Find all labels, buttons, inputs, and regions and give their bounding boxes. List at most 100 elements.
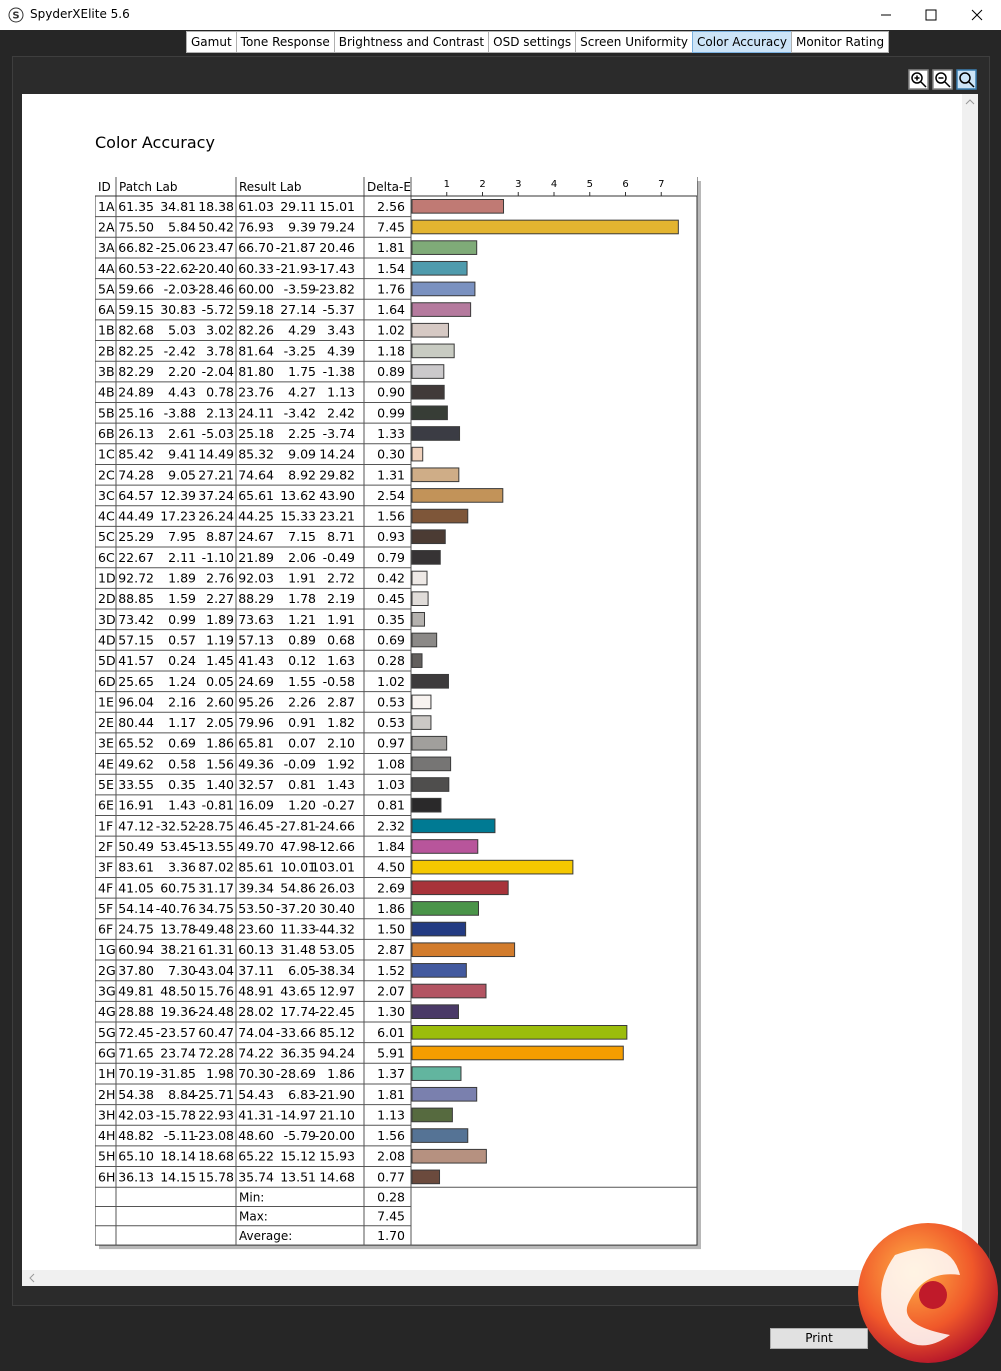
delta-e-value: 0.90 <box>377 385 405 400</box>
lab-value: 25.29 <box>118 529 154 544</box>
lab-value: 47.98 <box>280 839 316 854</box>
delta-e-bar <box>411 1066 462 1081</box>
lab-value: 6.05 <box>288 963 316 978</box>
delta-e-value: 1.02 <box>377 323 405 338</box>
lab-value: 59.18 <box>238 302 274 317</box>
row-id: 1C <box>98 447 115 462</box>
lab-value: 2.27 <box>206 591 234 606</box>
lab-value: 71.65 <box>118 1045 154 1060</box>
lab-value: 21.89 <box>238 550 274 565</box>
tab[interactable]: Color Accuracy <box>692 31 792 53</box>
row-id: 2F <box>98 839 113 854</box>
horizontal-scrollbar[interactable] <box>22 1270 978 1286</box>
tab[interactable]: Monitor Rating <box>790 31 890 53</box>
print-button[interactable]: Print <box>770 1328 868 1349</box>
lab-value: 59.15 <box>118 302 154 317</box>
lab-value: 2.72 <box>327 571 355 586</box>
lab-value: 24.11 <box>238 405 274 420</box>
lab-value: 73.42 <box>118 612 154 627</box>
row-id: 3D <box>98 612 116 627</box>
lab-value: -2.04 <box>202 364 234 379</box>
lab-value: 41.43 <box>238 653 274 668</box>
delta-e-bar <box>411 364 445 379</box>
vertical-scrollbar[interactable] <box>962 94 978 1270</box>
delta-e-bar <box>411 735 448 751</box>
row-id: 4A <box>98 261 115 276</box>
tab[interactable]: Screen Uniformity <box>575 31 694 53</box>
lab-value: 1.91 <box>288 571 316 586</box>
lab-value: 4.29 <box>288 323 316 338</box>
lab-value: 17.23 <box>160 509 196 524</box>
lab-value: 50.49 <box>118 839 154 854</box>
lab-value: -13.55 <box>194 839 234 854</box>
delta-e-value: 0.69 <box>377 632 405 647</box>
delta-e-bar <box>411 281 476 297</box>
app-icon: S <box>8 7 24 23</box>
lab-value: 2.87 <box>327 694 355 709</box>
row-id: 3A <box>98 240 115 255</box>
lab-value: -1.10 <box>202 550 234 565</box>
window-controls[interactable] <box>860 0 1001 30</box>
lab-value: 37.11 <box>238 963 274 978</box>
lab-value: 61.03 <box>238 199 274 214</box>
lab-value: -0.27 <box>323 798 355 813</box>
zoom-controls[interactable] <box>908 69 978 91</box>
delta-e-bar <box>411 653 423 668</box>
tab[interactable]: Tone Response <box>235 31 335 53</box>
row-id: 2G <box>98 963 116 978</box>
lab-value: 42.03 <box>118 1107 154 1122</box>
row-id: 2B <box>98 343 115 358</box>
lab-value: 60.94 <box>118 942 154 957</box>
delta-e-bar <box>411 756 452 772</box>
row-id: 6A <box>98 302 115 317</box>
axis-tick-label: 3 <box>515 179 521 190</box>
axis-tick-label: 7 <box>658 179 664 190</box>
lab-value: 28.88 <box>118 1004 154 1019</box>
lab-value: 60.53 <box>118 261 154 276</box>
lab-value: 10.01 <box>280 860 316 875</box>
lab-value: -37.20 <box>276 901 316 916</box>
lab-value: -0.81 <box>202 798 234 813</box>
lab-value: 31.17 <box>198 880 234 895</box>
delta-e-value: 5.91 <box>377 1045 405 1060</box>
lab-value: -17.43 <box>315 261 355 276</box>
lab-value: 13.62 <box>280 488 316 503</box>
delta-e-value: 1.30 <box>377 1004 405 1019</box>
lab-value: 33.55 <box>118 777 154 792</box>
lab-value: 2.05 <box>206 715 234 730</box>
lab-value: 15.93 <box>319 1149 355 1164</box>
tab[interactable]: OSD settings <box>488 31 577 53</box>
delta-e-value: 0.79 <box>377 550 405 565</box>
summary-label: Min: <box>239 1190 264 1204</box>
delta-e-value: 1.86 <box>377 901 405 916</box>
tab[interactable]: Brightness and Contrast <box>333 31 490 53</box>
lab-value: 17.74 <box>280 1004 316 1019</box>
lab-value: -0.09 <box>284 756 316 771</box>
axis-tick-label: 6 <box>622 179 628 190</box>
lab-value: 0.24 <box>168 653 196 668</box>
lab-value: 26.03 <box>319 880 355 895</box>
delta-e-value: 1.37 <box>377 1066 405 1081</box>
delta-e-value: 2.54 <box>377 488 405 503</box>
delta-e-bar <box>411 591 429 607</box>
row-id: 4D <box>98 632 116 647</box>
lab-value: 82.26 <box>238 323 274 338</box>
lab-value: 8.92 <box>288 467 316 482</box>
lab-value: 1.75 <box>288 364 316 379</box>
delta-e-bar <box>411 983 487 999</box>
lab-value: 1.78 <box>288 591 316 606</box>
lab-value: 35.74 <box>238 1169 274 1184</box>
lab-value: 16.09 <box>238 798 274 813</box>
tab[interactable]: Gamut <box>186 31 237 53</box>
delta-e-bar <box>411 963 467 978</box>
axis-tick-label: 1 <box>444 179 450 190</box>
delta-e-bar <box>411 921 467 937</box>
color-accuracy-table: ID Patch Lab Result Lab Delta-E 1 2 3 4 5 6 71A 61.… <box>95 177 701 1250</box>
lab-value: 82.29 <box>118 364 154 379</box>
lab-value: 0.69 <box>168 736 196 751</box>
delta-e-bar <box>411 797 442 813</box>
row-id: 4C <box>98 509 115 524</box>
lab-value: 28.02 <box>238 1004 274 1019</box>
lab-value: 37.80 <box>118 963 154 978</box>
lab-value: 0.81 <box>288 777 316 792</box>
